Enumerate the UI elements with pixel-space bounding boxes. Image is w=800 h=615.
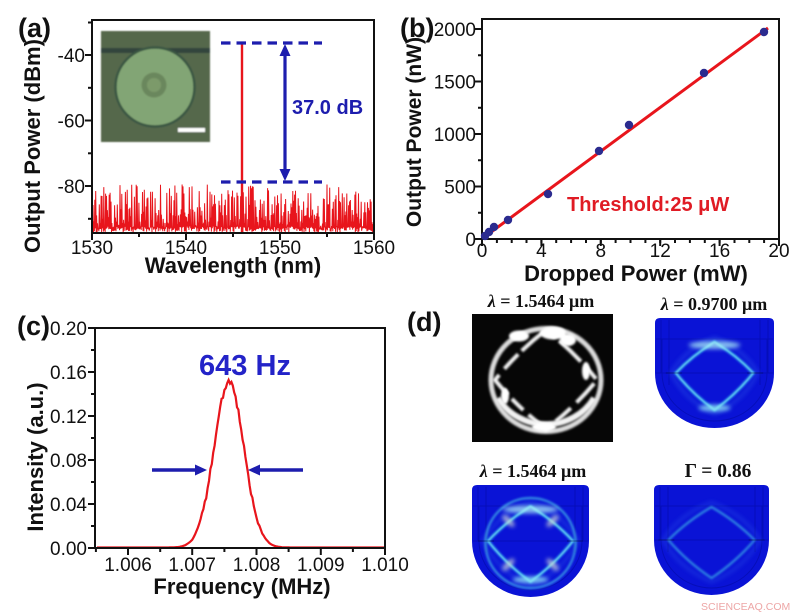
svg-text:(c): (c) (17, 311, 50, 341)
svg-text:(d): (d) (407, 307, 441, 337)
svg-text:-60: -60 (58, 112, 85, 133)
svg-text:1500: 1500 (434, 73, 476, 94)
svg-text:Dropped Power (mW): Dropped Power (mW) (524, 261, 748, 286)
svg-text:-40: -40 (58, 46, 85, 67)
svg-text:λ = 1.5464 μm: λ = 1.5464 μm (479, 461, 586, 481)
svg-text:Γ = 0.86: Γ = 0.86 (685, 461, 752, 482)
svg-text:0.20: 0.20 (50, 319, 87, 340)
svg-text:1.009: 1.009 (297, 555, 345, 576)
svg-text:500: 500 (444, 178, 476, 199)
svg-text:8: 8 (596, 241, 607, 262)
svg-text:4: 4 (536, 241, 547, 262)
svg-text:(a): (a) (18, 13, 51, 43)
svg-text:1550: 1550 (259, 238, 301, 259)
svg-text:(b): (b) (400, 13, 434, 43)
svg-text:0: 0 (477, 241, 488, 262)
svg-text:1.010: 1.010 (361, 555, 409, 576)
svg-text:0.00: 0.00 (50, 539, 87, 560)
svg-text:1.008: 1.008 (233, 555, 281, 576)
svg-text:Frequency (MHz): Frequency (MHz) (153, 574, 330, 599)
svg-text:Threshold:25 μW: Threshold:25 μW (567, 194, 729, 216)
svg-text:12: 12 (650, 241, 671, 262)
svg-text:Output Power (dBm): Output Power (dBm) (20, 39, 45, 253)
svg-text:0.08: 0.08 (50, 451, 87, 472)
svg-text:1.006: 1.006 (104, 555, 152, 576)
svg-text:1560: 1560 (353, 238, 395, 259)
svg-text:Output Power (nW): Output Power (nW) (403, 37, 426, 227)
svg-text:Intensity (a.u.): Intensity (a.u.) (23, 382, 48, 531)
svg-text:16: 16 (709, 241, 730, 262)
svg-text:0.12: 0.12 (50, 407, 87, 428)
svg-text:20: 20 (768, 241, 789, 262)
svg-text:0: 0 (465, 230, 476, 251)
svg-text:λ = 0.9700 μm: λ = 0.9700 μm (660, 294, 767, 314)
svg-text:1540: 1540 (165, 238, 207, 259)
svg-text:0.16: 0.16 (50, 363, 87, 384)
svg-text:37.0 dB: 37.0 dB (292, 97, 363, 119)
svg-text:-80: -80 (58, 177, 85, 198)
svg-text:1000: 1000 (434, 125, 476, 146)
svg-text:0.04: 0.04 (50, 495, 87, 516)
svg-text:λ = 1.5464 μm: λ = 1.5464 μm (487, 291, 594, 311)
svg-text:SCIENCEAQ.COM: SCIENCEAQ.COM (701, 601, 790, 613)
svg-text:643 Hz: 643 Hz (199, 350, 291, 382)
svg-text:1530: 1530 (71, 238, 113, 259)
svg-text:2000: 2000 (434, 20, 476, 41)
svg-text:Wavelength (nm): Wavelength (nm) (145, 253, 321, 278)
svg-text:1.007: 1.007 (168, 555, 216, 576)
